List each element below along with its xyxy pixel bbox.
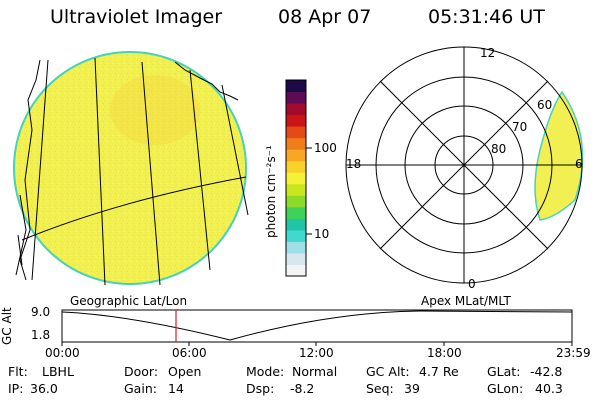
seq-value: 39 [404,381,420,396]
gain-value: 14 [168,381,184,396]
colorbar-band [286,114,306,127]
xtick-0600: 06:00 [172,346,207,360]
colorbar-tick-100: 100 [314,141,337,155]
ip-label: IP: [8,381,24,396]
colorbar-band [286,195,306,208]
colorbar-band [286,80,306,93]
door-value: Open [168,364,202,379]
colorbar-tick-10: 10 [314,227,330,241]
colorbar-band [286,252,306,265]
mlt-0-label: 0 [468,277,476,291]
colorbar-band [286,264,306,277]
colorbar-band [286,103,306,116]
mlt-18-label: 18 [346,157,362,171]
mode-value: Normal [292,364,338,379]
time-label: 05:31:46 UT [428,6,545,28]
colorbar-band [286,229,306,242]
instrument-title: Ultraviolet Imager [50,6,223,28]
geographic-image [13,51,249,286]
mlat-60-label: 60 [537,98,553,112]
colorbar-band [286,183,306,196]
colorbar-band [286,137,306,150]
xtick-1800: 18:00 [427,346,462,360]
mode-label: Mode: [246,364,285,379]
gain-label: Gain: [124,381,157,396]
flt-label: Flt: [8,364,28,379]
gcalt-value: 4.7 Re [419,364,459,379]
xtick-0000: 00:00 [45,346,80,360]
colorbar-band [286,218,306,231]
xtick-2359: 23:59 [556,346,591,360]
dsp-label: Dsp: [246,381,275,396]
glat-value: -42.8 [530,364,563,379]
colorbar-unit-label: photon cm⁻²s⁻¹ [264,145,278,238]
glat-label: GLat: [487,364,521,379]
gcalt-tick-bottom: 1.8 [31,328,51,342]
coastlines [15,59,239,281]
gcalt-tick-top: 9.0 [31,305,51,319]
colorbar [286,80,306,277]
earth-disk [13,51,247,285]
mlat-70-label: 70 [512,120,528,134]
glon-label: GLon: [487,381,524,396]
apex-label: Apex MLat/MLT [421,294,511,308]
flt-value: LBHL [42,364,74,379]
mlt-6-label: 6 [575,157,583,171]
seq-label: Seq: [366,381,394,396]
mlat-80-label: 80 [491,142,507,156]
colorbar-band [286,206,306,219]
gcalt-label: GC Alt: [366,364,410,379]
glon-value: 40.3 [535,381,563,396]
date-label: 08 Apr 07 [278,6,372,28]
altitude-strip [61,309,573,346]
geographic-label: Geographic Lat/Lon [70,294,188,308]
auroral-oval [534,90,584,221]
colorbar-band [286,149,306,162]
mlt-12-label: 12 [480,46,496,60]
colorbar-band [286,172,306,185]
xtick-1200: 12:00 [299,346,334,360]
gcalt-axis-label: GC Alt [0,307,14,345]
lat-lon-grid [17,57,249,286]
brighter-region [110,75,200,145]
colorbar-band [286,126,306,139]
colorbar-band [286,241,306,254]
ip-value: 36.0 [30,381,58,396]
dsp-value: -8.2 [290,381,315,396]
colorbar-band [286,160,306,173]
colorbar-band [286,91,306,104]
door-label: Door: [124,364,159,379]
polar-plot [345,46,584,284]
